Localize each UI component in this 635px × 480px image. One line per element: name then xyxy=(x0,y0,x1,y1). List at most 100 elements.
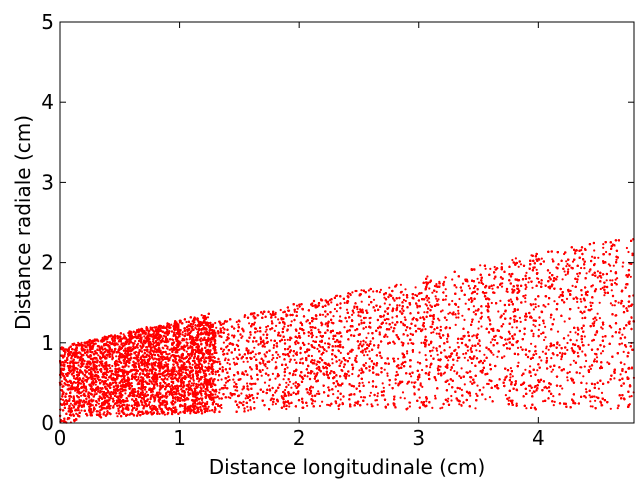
scatter-point xyxy=(630,395,633,398)
scatter-point xyxy=(339,315,342,318)
scatter-point xyxy=(383,302,386,305)
scatter-point xyxy=(192,382,196,385)
scatter-point xyxy=(92,407,95,411)
scatter-point xyxy=(280,395,283,398)
scatter-point xyxy=(529,374,533,378)
scatter-point xyxy=(613,281,617,285)
scatter-point xyxy=(613,304,616,307)
scatter-point xyxy=(390,326,393,329)
scatter-point xyxy=(82,389,85,392)
scatter-point xyxy=(456,341,459,344)
scatter-point xyxy=(589,405,592,408)
scatter-point xyxy=(388,303,391,306)
scatter-point xyxy=(524,300,527,303)
scatter-point xyxy=(581,317,584,320)
scatter-point xyxy=(477,281,481,284)
scatter-point xyxy=(286,366,289,369)
scatter-point xyxy=(543,338,546,342)
scatter-point xyxy=(622,350,625,353)
scatter-point xyxy=(553,300,556,303)
scatter-point xyxy=(171,338,175,342)
scatter-point xyxy=(477,320,480,323)
scatter-point xyxy=(563,320,566,323)
scatter-point xyxy=(223,384,226,387)
scatter-point xyxy=(275,324,278,327)
scatter-point xyxy=(288,355,291,358)
scatter-point xyxy=(407,342,410,345)
scatter-point xyxy=(151,382,154,385)
scatter-point xyxy=(443,371,446,374)
scatter-point xyxy=(447,397,450,400)
scatter-point xyxy=(535,268,538,271)
scatter-point xyxy=(363,354,366,357)
scatter-point xyxy=(224,381,228,384)
scatter-point xyxy=(457,316,460,319)
scatter-point xyxy=(585,272,588,275)
scatter-point xyxy=(122,342,125,345)
scatter-point xyxy=(74,381,77,384)
scatter-point xyxy=(609,270,613,273)
scatter-point xyxy=(453,370,456,373)
scatter-point xyxy=(458,403,461,406)
scatter-point xyxy=(116,415,119,418)
scatter-point xyxy=(324,342,327,345)
scatter-point xyxy=(214,393,217,396)
scatter-point xyxy=(115,412,118,415)
scatter-point xyxy=(519,320,522,323)
scatter-point xyxy=(60,380,64,383)
scatter-point xyxy=(593,249,596,252)
scatter-point xyxy=(178,356,181,359)
scatter-point xyxy=(406,352,409,355)
scatter-point xyxy=(445,318,448,322)
scatter-point xyxy=(621,265,624,268)
scatter-point xyxy=(445,294,448,298)
scatter-point xyxy=(123,343,126,346)
scatter-point xyxy=(630,316,633,319)
scatter-point xyxy=(149,326,152,329)
scatter-point xyxy=(434,394,437,397)
scatter-point xyxy=(560,358,563,361)
scatter-point xyxy=(164,377,167,380)
scatter-point xyxy=(80,341,83,344)
scatter-point xyxy=(397,367,400,370)
scatter-point xyxy=(619,373,622,376)
scatter-point xyxy=(377,346,380,349)
scatter-point xyxy=(629,275,632,278)
scatter-point xyxy=(456,359,459,362)
scatter-point xyxy=(282,378,285,381)
scatter-point xyxy=(625,345,628,348)
scatter-point xyxy=(417,327,420,330)
scatter-point xyxy=(409,332,412,335)
scatter-point xyxy=(222,341,225,344)
scatter-point xyxy=(372,290,375,293)
scatter-point xyxy=(317,390,320,393)
scatter-point xyxy=(435,349,439,352)
scatter-point xyxy=(106,340,109,343)
scatter-point xyxy=(72,395,75,398)
scatter-point xyxy=(514,257,518,260)
scatter-point xyxy=(482,283,485,286)
scatter-point xyxy=(421,385,424,388)
scatter-point xyxy=(616,407,619,410)
scatter-point xyxy=(466,359,470,362)
scatter-point xyxy=(486,382,489,385)
scatter-point xyxy=(74,389,77,392)
scatter-point xyxy=(558,296,561,299)
scatter-point xyxy=(600,326,603,329)
scatter-point xyxy=(80,348,83,351)
scatter-point xyxy=(550,370,553,373)
scatter-point xyxy=(432,346,435,349)
scatter-point xyxy=(173,368,176,371)
scatter-point xyxy=(175,370,178,373)
scatter-point xyxy=(436,367,439,370)
scatter-point xyxy=(348,374,351,377)
scatter-point xyxy=(580,300,583,303)
scatter-point xyxy=(320,324,323,327)
scatter-point xyxy=(631,252,634,255)
scatter-point xyxy=(253,401,256,404)
scatter-point xyxy=(556,330,560,333)
scatter-point xyxy=(136,346,139,349)
scatter-point xyxy=(263,381,267,384)
scatter-point xyxy=(601,335,604,338)
scatter-point xyxy=(153,326,156,329)
